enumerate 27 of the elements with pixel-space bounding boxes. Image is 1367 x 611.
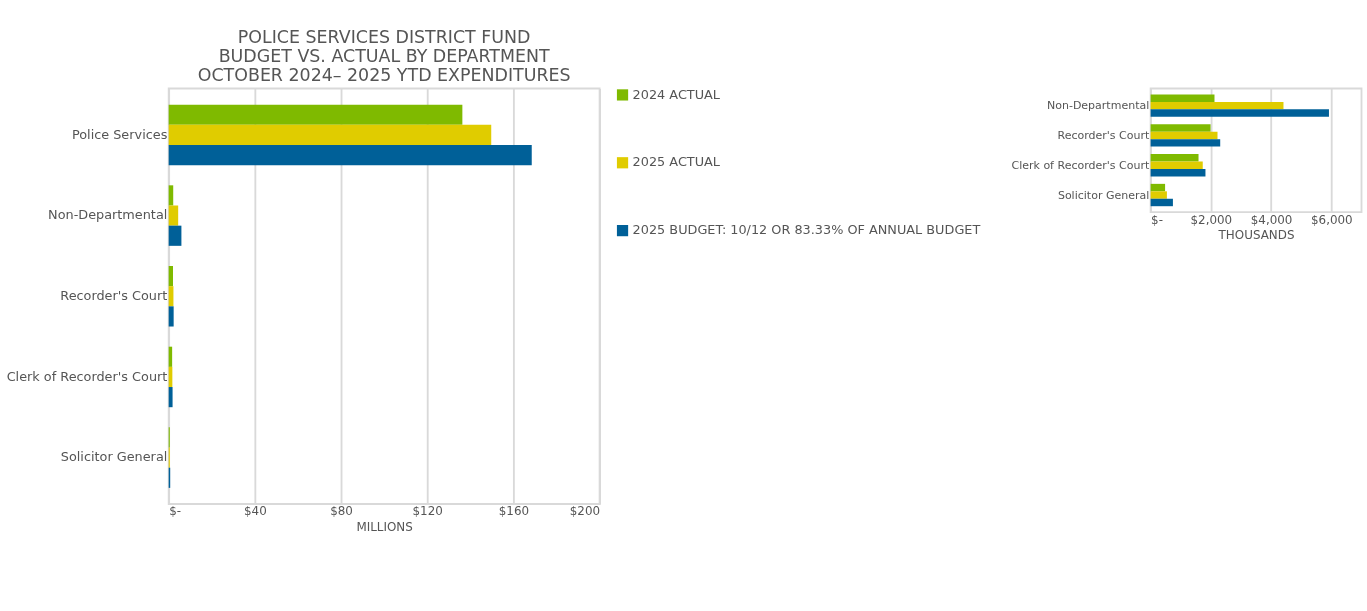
y-tick-label: Non-Departmental <box>1046 99 1150 113</box>
y-tick-label: Recorder's Court <box>1057 129 1150 143</box>
legend-label: 2025 ACTUAL <box>632 154 721 170</box>
x-axis-title: MILLIONS <box>356 520 413 535</box>
x-tick-label: $80 <box>330 504 353 519</box>
x-axis-title: THOUSANDS <box>1217 228 1295 243</box>
x-tick-label: $120 <box>412 504 443 519</box>
text: OCTOBER 2024– 2025 YTD EXPENDITURES <box>197 65 571 86</box>
y-tick-label: Clerk of Recorder's Court <box>6 368 168 384</box>
x-tick-label: $200 <box>569 504 601 519</box>
x-tick-label: $2,000 <box>1190 212 1233 227</box>
y-tick-label: Recorder's Court <box>60 287 168 303</box>
y-tick-label: Solicitor General <box>1057 188 1150 202</box>
x-tick-label: $160 <box>498 504 530 519</box>
x-tick-label: $6,000 <box>1311 212 1353 227</box>
x-tick-label: $40 <box>243 504 267 519</box>
text: POLICE SERVICES DISTRICT FUND <box>237 26 531 47</box>
x-tick-label: $4,000 <box>1250 212 1293 227</box>
x-tick-label: $- <box>1151 212 1163 227</box>
y-tick-label: Clerk of Recorder's Court <box>1011 158 1150 172</box>
y-tick-label: Police Services <box>71 126 168 142</box>
legend-label: 2024 ACTUAL <box>632 86 721 102</box>
y-tick-label: Solicitor General <box>60 449 168 465</box>
x-tick-label: $- <box>169 504 182 519</box>
legend-label: 2025 BUDGET: 10/12 OR 83.33% OF ANNUAL BUDGET <box>632 222 981 238</box>
y-tick-label: Non-Departmental <box>48 207 168 223</box>
text: BUDGET VS. ACTUAL BY DEPARTMENT <box>218 45 550 66</box>
